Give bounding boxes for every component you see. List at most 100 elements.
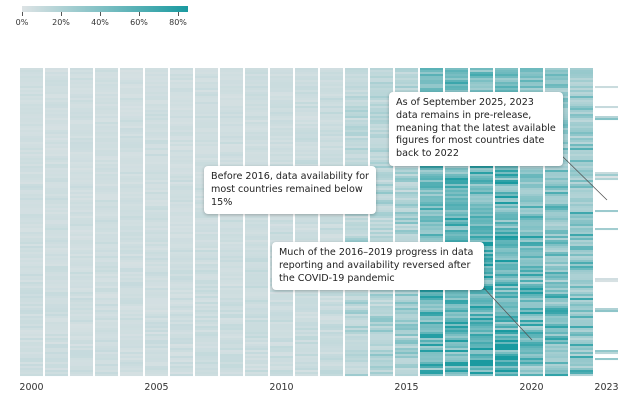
heatmap-cell [70,276,93,279]
heatmap-cell [545,272,568,275]
heatmap-cell [245,106,268,109]
heatmap-cell [70,162,93,165]
heatmap-cell [420,304,443,307]
heatmap-cell [320,150,343,153]
heatmap-cell [370,116,393,119]
heatmap-cell [145,370,168,373]
heatmap-cell [370,338,393,341]
heatmap-cell [495,80,518,83]
heatmap-cell [445,330,468,333]
heatmap-cell [70,202,93,205]
heatmap-cell [95,334,118,337]
heatmap-cell [495,302,518,305]
heatmap-cell [345,336,368,339]
heatmap-cell [95,304,118,307]
heatmap-cell [120,284,143,287]
heatmap-cell [445,310,468,313]
heatmap-cell [345,330,368,333]
heatmap-cell [245,258,268,261]
heatmap-cell [420,314,443,317]
heatmap-cell [345,350,368,353]
heatmap-cell [545,176,568,179]
heatmap-cell [220,302,243,305]
heatmap-cell [245,336,268,339]
heatmap-cell [470,294,493,297]
heatmap-cell [570,336,593,339]
heatmap-cell [570,214,593,217]
heatmap-cell [470,310,493,313]
heatmap-cell [420,168,443,171]
heatmap-cell [120,286,143,289]
heatmap-cell [470,178,493,181]
heatmap-cell [95,142,118,145]
heatmap-cell [220,346,243,349]
heatmap-cell [445,206,468,209]
heatmap-cell [145,174,168,177]
heatmap-cell [70,230,93,233]
heatmap-cell [145,332,168,335]
heatmap-cell [20,76,43,79]
heatmap-cell [420,192,443,195]
heatmap-cell [20,86,43,89]
heatmap-cell [420,370,443,373]
heatmap-cell [470,298,493,301]
heatmap-cell [370,370,393,373]
heatmap-cell [20,368,43,371]
heatmap-cell [295,134,318,137]
heatmap-cell [445,90,468,93]
heatmap-cell [520,350,543,353]
heatmap-cell [570,114,593,117]
heatmap-cell [170,84,193,87]
heatmap-cell [195,100,218,103]
heatmap-cell [445,176,468,179]
heatmap-cell [70,190,93,193]
heatmap-cell [470,328,493,331]
heatmap-cell [345,110,368,113]
heatmap-cell [170,224,193,227]
heatmap-cell [170,266,193,269]
heatmap-cell [345,236,368,239]
heatmap-cell [45,288,68,291]
heatmap-cell [470,68,493,71]
heatmap-cell [45,122,68,125]
heatmap-cell [345,238,368,241]
heatmap-cell [145,130,168,133]
heatmap-cell [195,98,218,101]
heatmap-cell [45,366,68,369]
heatmap-cell [195,112,218,115]
heatmap-cell [195,260,218,263]
heatmap-cell [195,324,218,327]
heatmap-cell [395,200,418,203]
heatmap-cell [20,186,43,189]
heatmap-cell [170,284,193,287]
heatmap-cell [20,272,43,275]
heatmap-cell [170,134,193,137]
heatmap-cell [220,124,243,127]
heatmap-cell [220,224,243,227]
heatmap-cell [220,338,243,341]
heatmap-cell [545,366,568,369]
heatmap-cell [370,350,393,353]
heatmap-cell [470,362,493,365]
heatmap-cell [520,90,543,93]
heatmap-cell [470,322,493,325]
heatmap-cell [245,100,268,103]
heatmap-cell [295,90,318,93]
heatmap-cell [120,298,143,301]
heatmap-cell [195,244,218,247]
heatmap-cell [45,112,68,115]
heatmap-cell [145,368,168,371]
heatmap-cell [520,282,543,285]
heatmap-cell [395,308,418,311]
heatmap-cell [120,196,143,199]
heatmap-cell [270,364,293,367]
heatmap-cell [270,292,293,295]
heatmap-cell [145,124,168,127]
heatmap-cell [320,106,343,109]
heatmap-cell [170,324,193,327]
heatmap-cell [470,224,493,227]
heatmap-cell [245,78,268,81]
heatmap-cell [20,148,43,151]
heatmap-cell [70,178,93,181]
heatmap-cell [45,100,68,103]
